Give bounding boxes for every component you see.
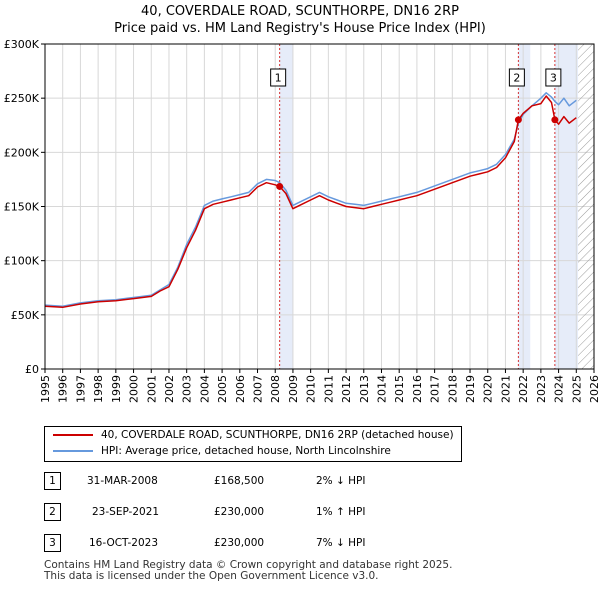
y-tick-label: £200K <box>4 146 40 159</box>
y-tick-label: £0 <box>25 363 39 376</box>
x-tick-label: 2002 <box>163 375 176 403</box>
sale-number: 2 <box>44 503 61 521</box>
sale-annotation-label: 3 <box>550 72 557 85</box>
x-tick-label: 2004 <box>198 375 211 403</box>
x-tick-label: 2017 <box>429 375 442 403</box>
chart-subtitle: Price paid vs. HM Land Registry's House … <box>114 21 486 36</box>
x-tick-label: 2022 <box>517 375 530 403</box>
x-tick-label: 2020 <box>482 375 495 403</box>
sale-point <box>514 116 522 124</box>
sale-price: £230,000 <box>214 537 265 549</box>
legend-item-hpi: HPI: Average price, detached house, Nort… <box>53 445 391 461</box>
y-tick-label: £50K <box>11 309 40 322</box>
sale-annotation-label: 2 <box>513 72 520 85</box>
x-tick-label: 2011 <box>322 375 335 403</box>
forecast-hatch-area <box>578 44 594 369</box>
sale-hpi-change: 7% ↓ HPI <box>316 537 366 549</box>
x-tick-label: 2010 <box>305 375 318 403</box>
sale-annotation-box <box>545 68 562 87</box>
sale-annotation-box <box>508 68 525 87</box>
chart-legend: 40, COVERDALE ROAD, SCUNTHORPE, DN16 2RP… <box>44 426 462 462</box>
chart-title: 40, COVERDALE ROAD, SCUNTHORPE, DN16 2RP <box>141 4 459 19</box>
legend-swatch-property <box>53 434 93 436</box>
sale-date: 31-MAR-2008 <box>87 475 158 487</box>
legend-item-property: 40, COVERDALE ROAD, SCUNTHORPE, DN16 2RP… <box>53 429 454 445</box>
y-tick-label: £150K <box>4 201 40 214</box>
sale-point <box>551 116 559 124</box>
table-row: 1 31-MAR-2008 £168,500 2% ↓ HPI <box>44 472 464 492</box>
footer-licence: This data is licensed under the Open Gov… <box>44 570 379 582</box>
sale-point <box>276 182 284 190</box>
sale-hpi-change: 2% ↓ HPI <box>316 475 366 487</box>
x-tick-label: 1998 <box>92 375 105 403</box>
x-tick-label: 1999 <box>110 375 123 403</box>
legend-label-property: 40, COVERDALE ROAD, SCUNTHORPE, DN16 2RP… <box>101 429 454 441</box>
x-tick-label: 2021 <box>499 375 512 403</box>
sale-hpi-change: 1% ↑ HPI <box>316 506 366 518</box>
x-tick-label: 2007 <box>252 375 265 403</box>
table-row: 2 23-SEP-2021 £230,000 1% ↑ HPI <box>44 503 464 523</box>
sale-number: 3 <box>44 534 61 552</box>
x-tick-label: 1995 <box>39 375 52 403</box>
y-tick-label: £250K <box>4 92 40 105</box>
x-tick-label: 2001 <box>145 375 158 403</box>
sale-annotations: 1 2 3 <box>270 68 562 87</box>
sale-annotation-box <box>270 68 287 87</box>
x-tick-label: 2024 <box>553 375 566 403</box>
x-tick-label: 2018 <box>446 375 459 403</box>
footer: Contains HM Land Registry data © Crown c… <box>44 560 452 582</box>
y-tick-label: £100K <box>4 255 40 268</box>
x-tick-label: 2008 <box>269 375 282 403</box>
x-tick-label: 2003 <box>181 375 194 403</box>
x-tick-label: 2023 <box>535 375 548 403</box>
price-chart: 1 2 3 £0 £50K £100K £150K £200K £250K £300K 1995 1… <box>4 38 600 403</box>
x-tick-label: 2000 <box>128 375 141 403</box>
x-tick-label: 2019 <box>464 375 477 403</box>
x-tick-label: 2009 <box>287 375 300 403</box>
x-tick-label: 2005 <box>216 375 229 403</box>
legend-swatch-hpi <box>53 450 93 452</box>
sale-number: 1 <box>44 472 61 490</box>
x-tick-label: 2013 <box>358 375 371 403</box>
sale-annotation-label: 1 <box>275 72 282 85</box>
x-tick-label: 2025 <box>570 375 583 403</box>
x-tick-label: 2016 <box>411 375 424 403</box>
sale-date: 16-OCT-2023 <box>89 537 158 549</box>
sale-date: 23-SEP-2021 <box>92 506 160 518</box>
x-tick-label: 2014 <box>375 375 388 403</box>
footer-copyright: Contains HM Land Registry data © Crown c… <box>44 559 453 571</box>
table-row: 3 16-OCT-2023 £230,000 7% ↓ HPI <box>44 534 464 554</box>
x-tick-label: 2015 <box>393 375 406 403</box>
x-tick-label: 1997 <box>74 375 87 403</box>
x-tick-label: 1996 <box>57 375 70 403</box>
x-tick-label: 2012 <box>340 375 353 403</box>
sale-price: £230,000 <box>214 506 265 518</box>
forecast-hatch <box>578 44 594 369</box>
x-tick-label: 2006 <box>234 375 247 403</box>
legend-label-hpi: HPI: Average price, detached house, Nort… <box>101 445 391 457</box>
y-tick-label: £300K <box>4 38 40 51</box>
chart-grid <box>44 43 595 370</box>
sale-points <box>276 116 559 190</box>
x-tick-label: 2026 <box>588 375 600 403</box>
sale-price: £168,500 <box>214 475 265 487</box>
